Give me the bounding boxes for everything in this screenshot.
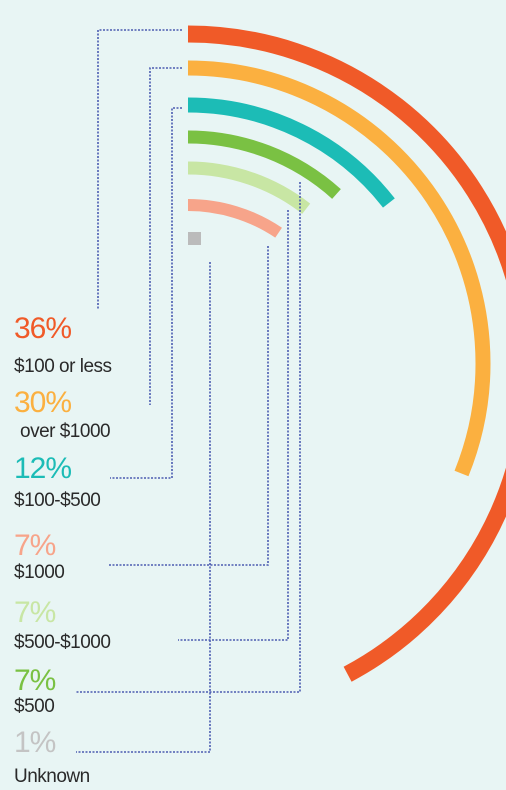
leader-line [76, 262, 211, 753]
category-label: $100-$500 [14, 490, 100, 511]
percent-label: 7% [14, 664, 56, 697]
marker-unknown [188, 232, 201, 245]
category-label: $500-$1000 [14, 632, 110, 653]
percent-label: 7% [14, 529, 56, 562]
arc--500 [187, 130, 341, 199]
arc--500-1000 [187, 161, 311, 214]
category-label: Unknown [14, 766, 90, 787]
category-label: over $1000 [20, 421, 110, 442]
arc--100-or-less [187, 25, 506, 682]
leader-line [178, 210, 289, 641]
percent-label: 1% [14, 726, 56, 759]
leader-line [76, 182, 301, 693]
percent-label: 36% [14, 312, 71, 345]
arc--100-500 [187, 97, 395, 208]
leader-line [110, 107, 182, 479]
arc-over-1000 [187, 60, 491, 477]
percent-label: 30% [14, 386, 71, 419]
category-label: $500 [14, 696, 54, 717]
category-label: $1000 [14, 562, 64, 583]
category-label: $100 or less [14, 356, 112, 377]
percent-label: 7% [14, 596, 56, 629]
leader-line [149, 67, 182, 405]
leader-line [108, 246, 269, 566]
leader-line [97, 29, 182, 310]
arc--1000 [187, 199, 282, 238]
percent-label: 12% [14, 452, 71, 485]
